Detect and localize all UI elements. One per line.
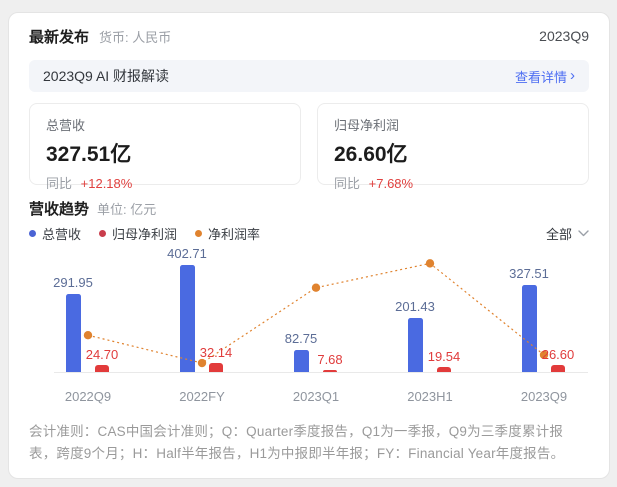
period-filter-dropdown[interactable]: 全部 xyxy=(546,224,589,243)
trend-title: 营收趋势 xyxy=(29,200,90,218)
stat-label: 总营收 xyxy=(46,118,86,133)
net-margin-point xyxy=(83,331,93,340)
stat-cards-row: 总营收 327.51亿 同比 +12.18% 归母净利润 26.60亿 同比 +… xyxy=(29,103,589,191)
chart-baseline xyxy=(54,372,588,373)
bar-net-profit[interactable] xyxy=(323,369,337,372)
bar-total-revenue[interactable] xyxy=(66,294,81,372)
chevron-down-icon xyxy=(578,229,589,236)
stat-value: 327.51亿 xyxy=(46,143,132,166)
value-label-revenue: 82.75 xyxy=(284,331,318,346)
value-label-profit: 19.54 xyxy=(427,348,461,364)
latest-release-label: 最新发布 xyxy=(29,28,90,46)
net-margin-point xyxy=(311,283,321,292)
category-label: 2022Q9 xyxy=(64,389,112,404)
yoy-label: 同比 xyxy=(46,176,73,191)
value-label-profit: 7.68 xyxy=(317,351,343,367)
trend-unit-label: 单位: 亿元 xyxy=(97,201,157,217)
revenue-trend-chart[interactable]: 291.95 24.70 2022Q9 402.71 32.14 2022FY 82.75 7… xyxy=(29,246,593,414)
value-label-revenue: 291.95 xyxy=(53,275,93,291)
value-label-profit: 26.60 xyxy=(541,346,575,362)
net-margin-point xyxy=(425,259,435,268)
value-label-revenue: 201.43 xyxy=(395,299,435,315)
blue-dot-icon xyxy=(29,229,36,237)
yoy-value: +12.18% xyxy=(80,176,133,191)
bar-total-revenue[interactable] xyxy=(408,318,423,372)
category-label: 2023Q9 xyxy=(520,389,568,404)
bar-net-profit[interactable] xyxy=(95,365,109,372)
value-label-profit: 32.14 xyxy=(199,345,233,361)
yoy-value: +7.68% xyxy=(368,176,414,191)
stat-label: 归母净利润 xyxy=(334,118,400,133)
ai-banner-title: 2023Q9 AI 财报解读 xyxy=(43,68,170,84)
orange-dot-icon xyxy=(195,229,203,237)
legend-item-net-margin[interactable]: 净利润率 xyxy=(195,224,260,243)
trend-section-header: 营收趋势 单位: 亿元 xyxy=(29,199,589,218)
stat-value: 26.60亿 xyxy=(334,143,408,166)
report-period-label: 2023Q9 xyxy=(539,28,589,44)
category-label: 2023Q1 xyxy=(292,389,340,404)
bar-net-profit[interactable] xyxy=(437,366,451,372)
chart-legend: 总营收 归母净利润 净利润率 全部 xyxy=(29,224,589,242)
view-details-link[interactable]: 查看详情 › xyxy=(515,67,575,86)
view-details-label: 查看详情 xyxy=(514,69,567,85)
stat-card-total-revenue: 总营收 327.51亿 同比 +12.18% xyxy=(29,103,301,191)
bar-net-profit[interactable] xyxy=(551,364,565,372)
legend-item-total-revenue[interactable]: 总营收 xyxy=(29,224,81,243)
chevron-right-icon: › xyxy=(570,66,575,84)
header-bar: 最新发布 货币: 人民币 2023Q9 xyxy=(29,25,589,47)
yoy-label: 同比 xyxy=(334,176,361,191)
value-label-profit: 24.70 xyxy=(85,347,119,363)
category-label: 2023H1 xyxy=(407,389,453,404)
currency-label: 货币: 人民币 xyxy=(99,29,172,45)
stat-card-net-profit: 归母净利润 26.60亿 同比 +7.68% xyxy=(317,103,589,191)
category-label: 2022FY xyxy=(179,389,225,404)
value-label-revenue: 402.71 xyxy=(167,245,207,261)
red-dot-icon xyxy=(99,229,107,237)
value-label-revenue: 327.51 xyxy=(509,265,549,281)
legend-item-net-profit[interactable]: 归母净利润 xyxy=(99,224,177,243)
bar-net-profit[interactable] xyxy=(209,363,223,372)
footer-note: 会计准则：CAS中国会计准则；Q：Quarter季度报告，Q1为一季报，Q9为三… xyxy=(29,424,565,461)
ai-report-banner[interactable]: 2023Q9 AI 财报解读 查看详情 › xyxy=(29,60,589,92)
financial-report-panel: 最新发布 货币: 人民币 2023Q9 2023Q9 AI 财报解读 查看详情 … xyxy=(8,12,610,479)
